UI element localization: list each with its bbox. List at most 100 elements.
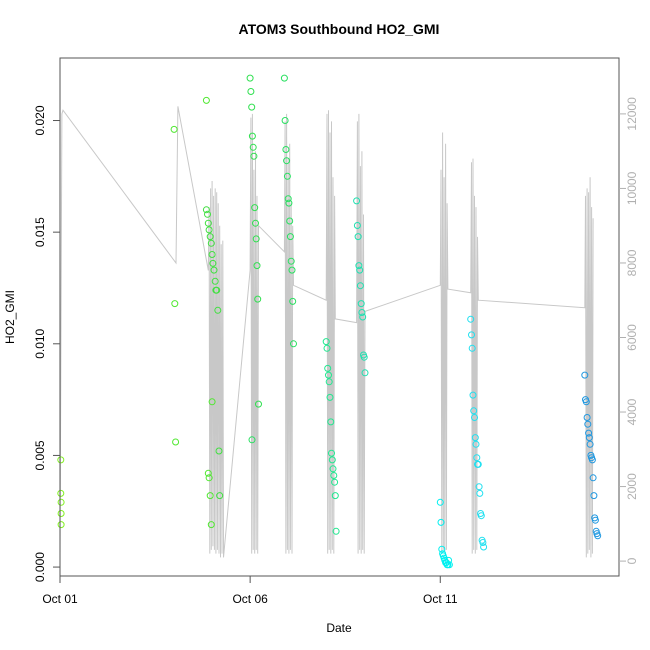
data-point — [255, 400, 262, 408]
y-tick-label: 0.005 — [33, 440, 47, 470]
x-axis-label: Date — [326, 621, 352, 635]
data-point — [468, 331, 475, 339]
series-group — [170, 96, 216, 529]
data-point — [354, 233, 362, 241]
data-point — [470, 407, 478, 415]
altitude-trace-layer — [59, 106, 594, 558]
data-point — [584, 420, 592, 428]
series-group — [581, 371, 602, 540]
altitude-line — [59, 106, 594, 558]
y-tick-label: 0.015 — [33, 217, 47, 247]
data-point — [210, 266, 218, 274]
data-point — [328, 449, 335, 457]
y-tick-label: 0.010 — [33, 328, 47, 358]
data-point — [57, 510, 65, 517]
data-point — [283, 157, 291, 165]
series-group — [248, 74, 297, 444]
data-point — [283, 172, 291, 180]
data-point — [471, 414, 478, 421]
data-point — [287, 257, 295, 265]
data-point — [208, 398, 216, 406]
series-group — [436, 498, 453, 569]
data-point — [475, 483, 483, 491]
data-point — [206, 492, 214, 500]
data-point — [325, 371, 332, 379]
data-point — [248, 103, 256, 111]
data-point — [331, 492, 339, 500]
x-tick-label: Oct 01 — [42, 592, 78, 606]
data-point — [289, 297, 297, 305]
data-point — [202, 96, 210, 104]
data-point — [591, 516, 599, 524]
data-point — [356, 282, 364, 290]
data-point — [170, 125, 178, 133]
data-point — [215, 447, 223, 455]
data-point — [360, 353, 368, 361]
data-point — [214, 306, 222, 314]
data-point — [472, 440, 480, 448]
data-point — [246, 74, 254, 82]
data-point — [57, 498, 65, 506]
data-point — [284, 195, 292, 203]
data-point — [327, 418, 335, 426]
plot-frame — [59, 57, 620, 577]
data-point — [209, 259, 217, 267]
data-point — [285, 199, 293, 207]
data-point — [326, 393, 334, 401]
y2-tick-label: 4000 — [625, 398, 639, 425]
data-point — [248, 436, 256, 444]
y-axis-right: 0 2000 4000 6000 8000 10000 12000 — [619, 97, 639, 564]
data-point — [594, 532, 602, 540]
data-point — [331, 478, 339, 486]
data-point — [322, 338, 330, 346]
x-axis: Oct 01 Oct 06 Oct 11 — [42, 576, 458, 606]
data-point — [204, 469, 212, 477]
y2-tick-label: 6000 — [625, 324, 639, 351]
data-point — [436, 498, 444, 506]
data-point — [57, 456, 65, 464]
data-point — [479, 539, 487, 546]
data-point — [251, 204, 259, 212]
data-point — [473, 454, 481, 462]
data-point — [353, 197, 361, 205]
data-point — [585, 434, 593, 442]
y2-tick-label: 12000 — [625, 97, 639, 131]
data-point — [355, 262, 363, 270]
data-point — [359, 313, 367, 321]
y-axis-left: 0.000 0.005 0.010 0.015 0.020 — [33, 105, 60, 582]
data-point — [468, 344, 476, 352]
series-group — [353, 197, 369, 377]
data-point — [332, 527, 340, 535]
y2-tick-label: 10000 — [625, 171, 639, 205]
data-point — [281, 117, 289, 124]
data-point — [325, 378, 333, 386]
data-point — [172, 438, 180, 446]
data-point — [583, 414, 591, 421]
data-point — [171, 300, 179, 308]
data-point — [469, 391, 477, 399]
y-tick-label: 0.000 — [33, 552, 47, 582]
series-group — [202, 206, 224, 500]
data-point — [247, 88, 255, 95]
data-point — [254, 295, 262, 303]
data-point — [57, 489, 65, 497]
data-point — [589, 474, 597, 482]
data-point — [471, 434, 479, 442]
data-point — [477, 512, 485, 520]
data-point — [330, 472, 338, 479]
data-point — [205, 474, 213, 482]
data-point — [357, 300, 365, 308]
data-point — [358, 309, 366, 316]
data-point — [288, 266, 296, 274]
data-point — [205, 226, 213, 234]
data-point — [202, 206, 210, 214]
data-point — [253, 262, 261, 270]
series-group — [467, 315, 488, 551]
series-group — [322, 338, 340, 535]
data-point — [353, 222, 361, 229]
data-point — [206, 233, 214, 241]
data-point — [323, 344, 331, 352]
data-point — [249, 143, 257, 151]
data-point — [588, 456, 596, 464]
